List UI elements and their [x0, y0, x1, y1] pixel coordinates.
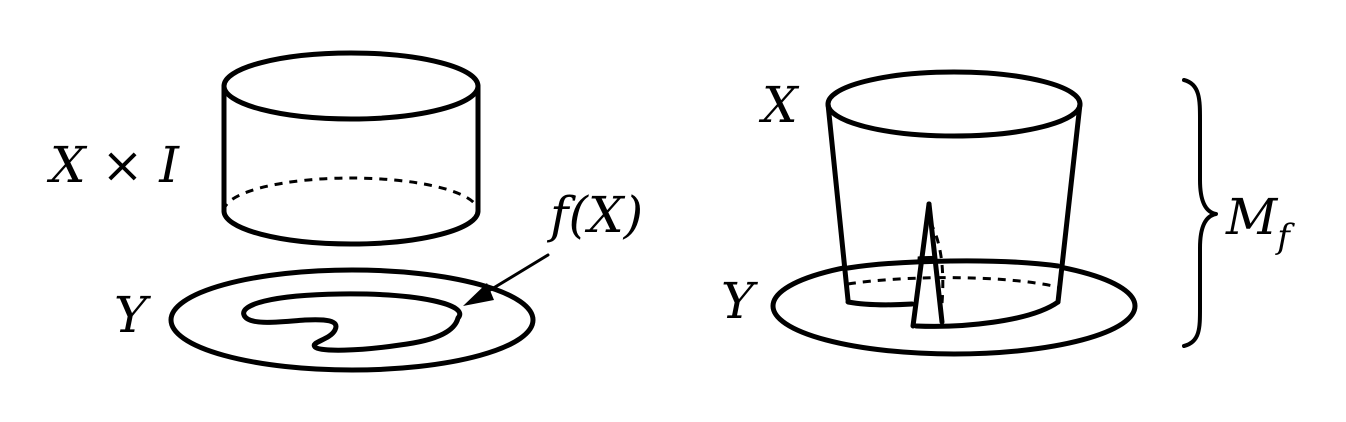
mf-right-side — [1055, 101, 1083, 305]
left-disk-y — [168, 267, 536, 373]
right-figure: X Y Mf — [721, 69, 1295, 357]
mapping-cylinder-body — [828, 104, 1080, 325]
brace — [1182, 78, 1218, 348]
cylinder-bottom-back-dashed — [222, 176, 480, 212]
label-y-right: Y — [721, 272, 758, 330]
mf-top-x — [825, 69, 1083, 139]
label-m-f: Mf — [1225, 188, 1295, 257]
mf-front-rim — [845, 258, 1061, 271]
cylinder-bottom-front — [221, 208, 481, 247]
mf-seam-left — [910, 201, 932, 329]
mf-bottom-left — [845, 299, 915, 308]
label-m: M — [1225, 188, 1279, 246]
label-f-of-x: f(X) — [546, 186, 643, 244]
label-y-left: Y — [114, 286, 151, 344]
label-x-times-i: X × I — [46, 136, 180, 194]
mf-bottom-right — [913, 299, 1061, 329]
cylinder-x-times-i — [221, 50, 481, 247]
mf-left-side — [825, 101, 851, 303]
arrow-head — [463, 283, 494, 306]
left-figure: X × I Y f(X) — [46, 50, 643, 373]
hidden-base-rim-dashed — [847, 276, 1059, 289]
label-x-right: X — [758, 76, 800, 134]
label-f-subscript: f — [1274, 217, 1295, 257]
image-curve-fx — [241, 291, 463, 353]
cylinder-top — [221, 50, 481, 122]
